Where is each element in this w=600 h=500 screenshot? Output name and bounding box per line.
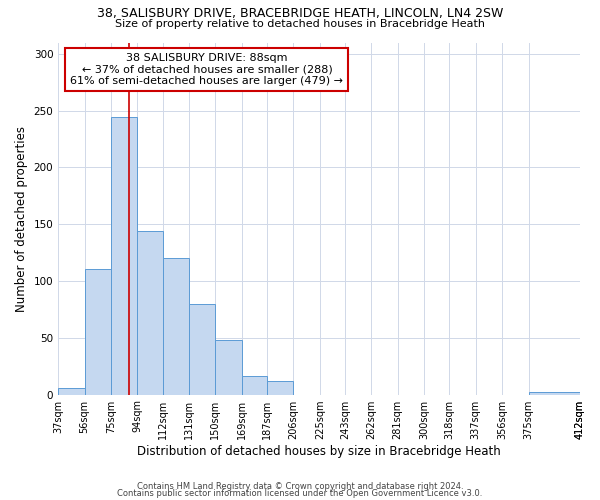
Bar: [137, 231, 163, 394]
X-axis label: Distribution of detached houses by size in Bracebridge Heath: Distribution of detached houses by size …: [137, 444, 501, 458]
Y-axis label: Number of detached properties: Number of detached properties: [15, 126, 28, 312]
Text: Contains HM Land Registry data © Crown copyright and database right 2024.: Contains HM Land Registry data © Crown c…: [137, 482, 463, 491]
Bar: [111, 118, 137, 394]
Text: Size of property relative to detached houses in Bracebridge Heath: Size of property relative to detached ho…: [115, 19, 485, 29]
Bar: [267, 381, 293, 394]
Bar: [242, 376, 267, 394]
Bar: [163, 258, 189, 394]
Bar: [85, 268, 111, 394]
Bar: [529, 392, 580, 394]
Bar: [215, 340, 242, 394]
Text: 38, SALISBURY DRIVE, BRACEBRIDGE HEATH, LINCOLN, LN4 2SW: 38, SALISBURY DRIVE, BRACEBRIDGE HEATH, …: [97, 8, 503, 20]
Text: 38 SALISBURY DRIVE: 88sqm
← 37% of detached houses are smaller (288)
61% of semi: 38 SALISBURY DRIVE: 88sqm ← 37% of detac…: [70, 53, 343, 86]
Bar: [189, 304, 215, 394]
Text: Contains public sector information licensed under the Open Government Licence v3: Contains public sector information licen…: [118, 490, 482, 498]
Bar: [58, 388, 85, 394]
